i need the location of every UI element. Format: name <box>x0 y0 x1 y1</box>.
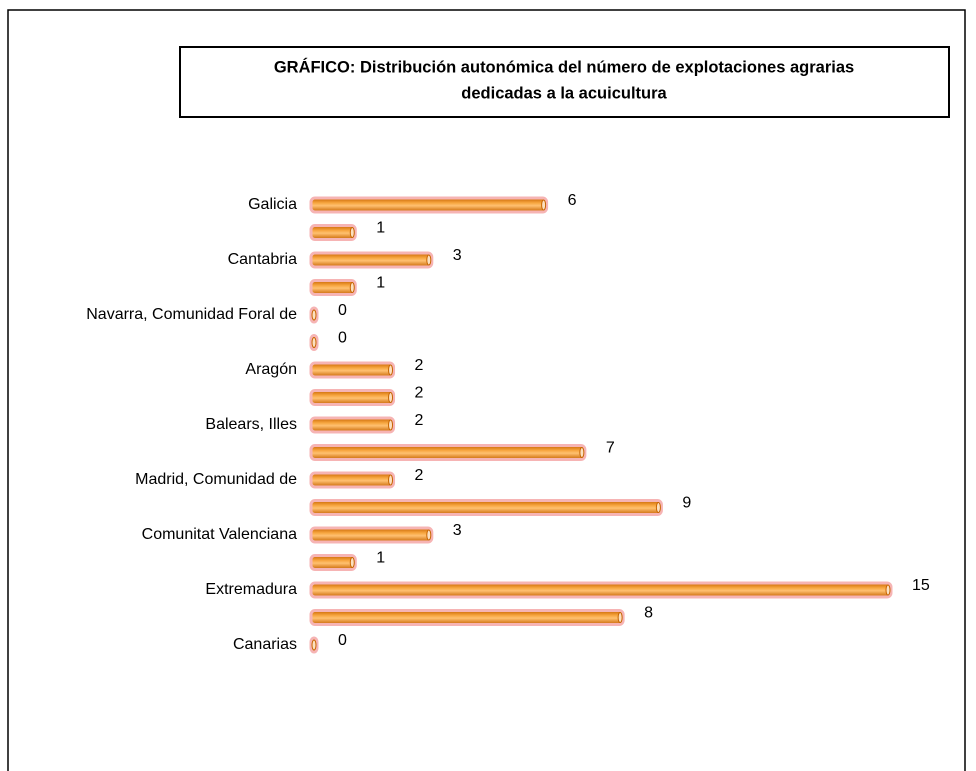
bar <box>309 471 396 489</box>
value-label: 3 <box>453 522 462 539</box>
chart-title: GRÁFICO: Distribución autonómica del núm… <box>274 57 854 76</box>
y-tick-label: Balears, Illes <box>205 416 297 433</box>
bar <box>309 609 625 626</box>
bar <box>309 444 587 461</box>
bar-cap <box>617 612 623 623</box>
bar-cap <box>885 584 891 596</box>
bar <box>309 224 357 241</box>
y-tick-label: Galicia <box>248 196 297 213</box>
bar <box>309 416 396 434</box>
bar <box>309 361 396 379</box>
value-label: 1 <box>376 220 385 237</box>
value-label: 3 <box>453 247 462 264</box>
value-label: 2 <box>415 412 424 429</box>
y-tick-label: Canarias <box>233 636 297 653</box>
bar-cap <box>388 419 394 431</box>
bar-cap <box>388 474 394 486</box>
value-label: 2 <box>415 467 424 484</box>
bar <box>309 251 434 269</box>
bar <box>309 526 434 544</box>
value-label: 6 <box>568 192 577 209</box>
bar-cap <box>311 639 317 651</box>
bar <box>309 499 663 516</box>
title-box <box>179 46 950 118</box>
y-tick-label: Extremadura <box>205 581 297 598</box>
value-label: 0 <box>338 330 347 347</box>
value-label: 0 <box>338 632 347 649</box>
bar <box>309 196 549 214</box>
y-tick-label: Madrid, Comunidad de <box>135 471 297 488</box>
value-label: 9 <box>682 495 691 512</box>
y-tick-label: Comunitat Valenciana <box>142 526 297 543</box>
value-label: 8 <box>644 605 653 622</box>
value-label: 2 <box>415 357 424 374</box>
value-label: 15 <box>912 577 930 594</box>
bar <box>309 554 357 571</box>
frame <box>7 9 966 771</box>
value-label: 1 <box>376 275 385 292</box>
value-label: 1 <box>376 550 385 567</box>
bar-cap <box>426 254 432 266</box>
value-label: 7 <box>606 440 615 457</box>
bar-cap <box>349 557 355 568</box>
value-label: 0 <box>338 302 347 319</box>
bar-cap <box>349 282 355 293</box>
bar-cap <box>349 227 355 238</box>
bar-cap <box>426 529 432 541</box>
bar-cap <box>388 364 394 376</box>
bar-cap <box>388 392 394 403</box>
y-tick-label: Cantabria <box>228 251 297 268</box>
bar <box>309 279 357 296</box>
y-tick-label: Aragón <box>245 361 297 378</box>
bar <box>309 389 396 406</box>
bar-cap <box>655 502 661 513</box>
bar <box>309 581 893 599</box>
chart-title: dedicadas a la acuicultura <box>461 84 667 102</box>
bar-cap <box>311 337 317 348</box>
bar-cap <box>541 199 547 211</box>
y-tick-label: Navarra, Comunidad Foral de <box>86 306 297 323</box>
bar-cap <box>579 447 585 458</box>
value-label: 2 <box>415 385 424 402</box>
bar-cap <box>311 309 317 321</box>
